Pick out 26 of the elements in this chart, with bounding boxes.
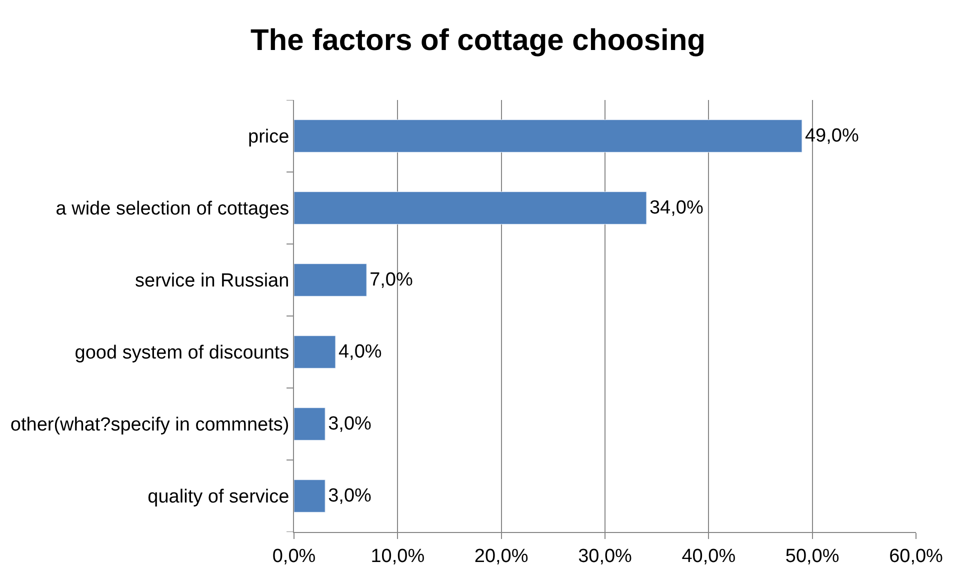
y-tick-label: quality of service: [148, 486, 290, 508]
y-tick-label: other(what?specify in commnets): [10, 414, 290, 436]
x-tick-label: 30,0%: [578, 546, 632, 567]
data-label: 3,0%: [328, 414, 372, 434]
y-tick-label: service in Russian: [135, 270, 290, 292]
data-label: 49,0%: [804, 126, 859, 146]
bar: [294, 336, 336, 368]
x-tick-label: 50,0%: [785, 546, 840, 567]
data-label: 4,0%: [338, 342, 382, 362]
y-tick-label: good system of discounts: [74, 342, 290, 364]
x-tick-label: 20,0%: [474, 546, 528, 567]
bar: [294, 264, 367, 296]
bar: [294, 480, 326, 512]
bar: [294, 120, 802, 152]
y-tick-label: a wide selection of cottages: [56, 198, 290, 220]
chart-title: The factors of cottage choosing: [250, 24, 706, 57]
y-tick-label: price: [248, 126, 290, 148]
bar: [294, 192, 647, 224]
x-tick-label: 60,0%: [889, 546, 944, 567]
x-tick-label: 40,0%: [682, 546, 736, 567]
data-label: 7,0%: [370, 270, 413, 290]
bar: [294, 408, 326, 440]
data-label: 34,0%: [649, 198, 704, 218]
x-tick-label: 10,0%: [370, 546, 425, 567]
data-label: 3,0%: [328, 486, 372, 506]
x-tick-label: 0,0%: [272, 546, 316, 567]
